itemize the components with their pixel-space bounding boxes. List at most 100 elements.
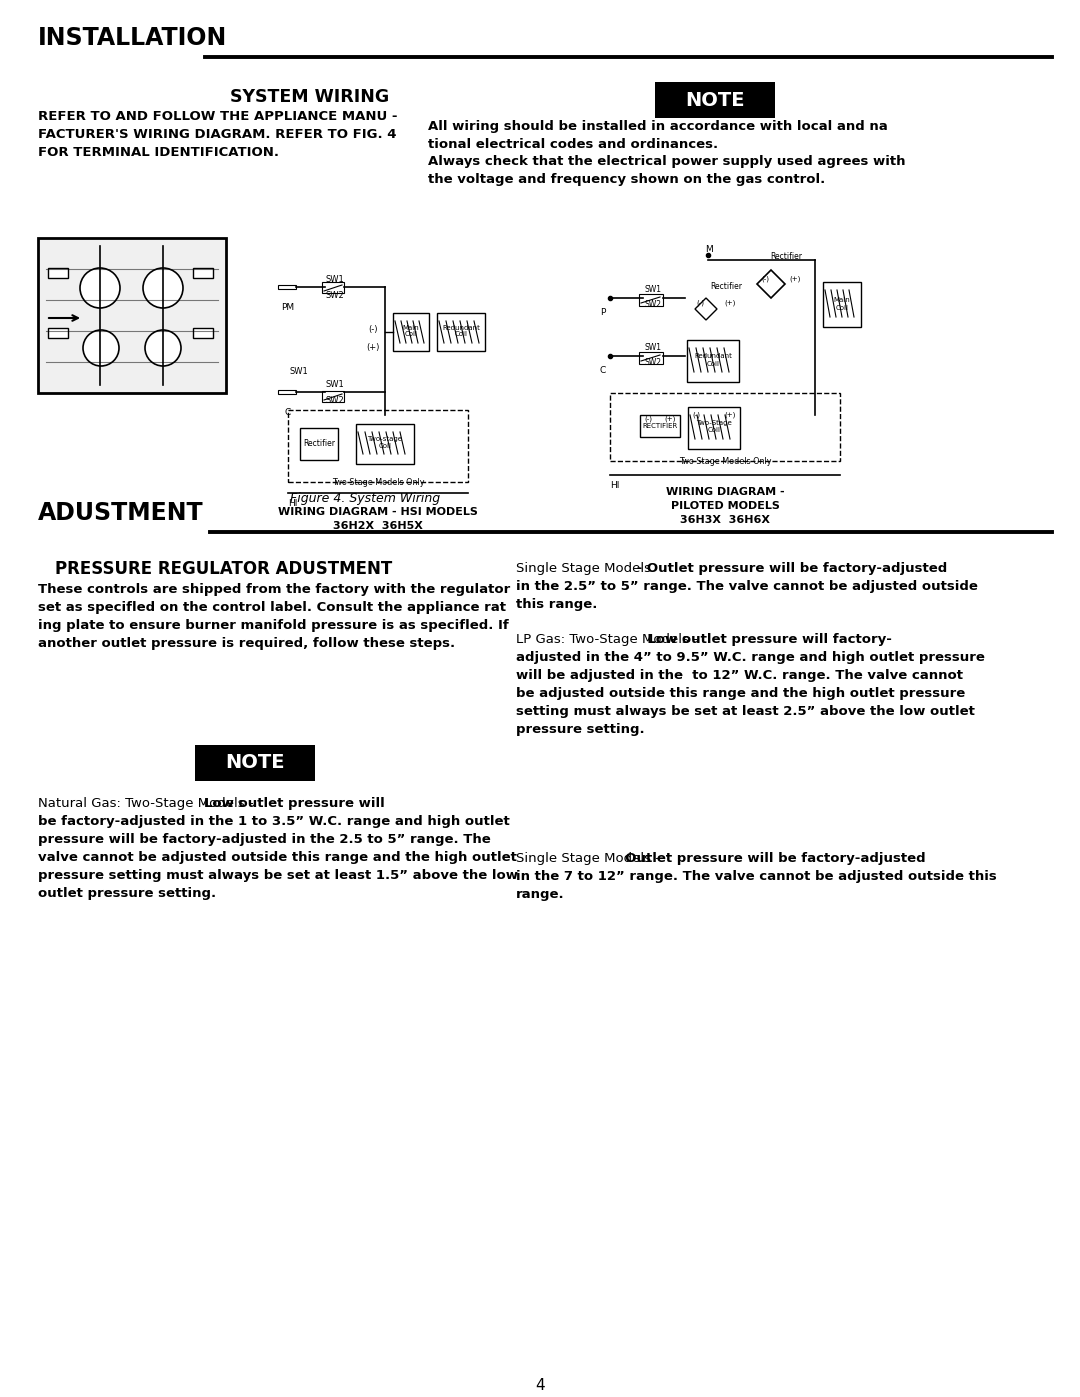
Text: Single Stage Models -: Single Stage Models - <box>516 852 660 865</box>
Text: 4: 4 <box>536 1377 544 1393</box>
Text: HI: HI <box>288 499 297 509</box>
Bar <box>687 339 739 381</box>
Text: NOTE: NOTE <box>226 753 285 773</box>
Text: HI: HI <box>610 481 619 490</box>
Text: Single Stage Models: Single Stage Models <box>516 562 651 576</box>
Text: PM: PM <box>282 303 295 312</box>
Text: range.: range. <box>516 888 565 901</box>
Bar <box>322 282 345 293</box>
Text: this range.: this range. <box>516 598 597 610</box>
Text: 36H3X  36H6X: 36H3X 36H6X <box>680 515 770 525</box>
Text: ing plate to ensure burner manifold pressure is as specifled. If: ing plate to ensure burner manifold pres… <box>38 619 509 631</box>
Text: (+): (+) <box>789 275 800 282</box>
Text: SW2: SW2 <box>645 358 661 367</box>
Text: (-): (-) <box>644 415 652 422</box>
Text: (+): (+) <box>725 300 735 306</box>
Text: be adjusted outside this range and the high outlet pressure: be adjusted outside this range and the h… <box>516 687 966 700</box>
Bar <box>300 427 338 460</box>
Text: Outlet pressure will be factory-adjusted: Outlet pressure will be factory-adjusted <box>616 852 926 865</box>
Text: Low outlet pressure will: Low outlet pressure will <box>190 798 384 810</box>
Bar <box>688 407 740 448</box>
Text: SW2: SW2 <box>326 395 345 405</box>
Text: will be adjusted in the  to 12” W.C. range. The valve cannot: will be adjusted in the to 12” W.C. rang… <box>516 669 963 682</box>
Text: outlet pressure setting.: outlet pressure setting. <box>38 887 216 900</box>
Circle shape <box>83 330 119 366</box>
Bar <box>823 282 861 327</box>
Text: Two Stage Models Only: Two Stage Models Only <box>678 457 771 467</box>
Text: pressure setting must always be set at least 1.5” above the low: pressure setting must always be set at l… <box>38 869 518 882</box>
Text: Natural Gas: Two-Stage Models -: Natural Gas: Two-Stage Models - <box>38 798 254 810</box>
Bar <box>640 415 680 437</box>
Bar <box>195 745 315 781</box>
Text: in the 7 to 12” range. The valve cannot be adjusted outside this: in the 7 to 12” range. The valve cannot … <box>516 870 997 883</box>
Text: FACTURER'S WIRING DIAGRAM. REFER TO FIG. 4: FACTURER'S WIRING DIAGRAM. REFER TO FIG.… <box>38 129 396 141</box>
Text: Two Stage Models Only: Two Stage Models Only <box>332 478 424 488</box>
Bar <box>38 237 226 393</box>
Text: Two-stage
Coil: Two-stage Coil <box>367 436 403 448</box>
Text: Figure 4. System Wiring: Figure 4. System Wiring <box>289 492 440 504</box>
Text: LP Gas: Two-Stage Models -: LP Gas: Two-Stage Models - <box>516 633 698 645</box>
Bar <box>437 313 485 351</box>
Bar <box>322 391 345 402</box>
Bar <box>610 393 840 461</box>
Bar <box>278 390 296 394</box>
Text: M: M <box>705 244 713 254</box>
Text: PRESSURE REGULATOR ADUSTMENT: PRESSURE REGULATOR ADUSTMENT <box>55 560 392 578</box>
Text: setting must always be set at least 2.5” above the low outlet: setting must always be set at least 2.5”… <box>516 705 975 718</box>
Text: in the 2.5” to 5” range. The valve cannot be adjusted outside: in the 2.5” to 5” range. The valve canno… <box>516 580 977 592</box>
Bar <box>278 285 296 289</box>
Bar <box>288 409 468 482</box>
Text: Redundant
Coil: Redundant Coil <box>694 353 732 366</box>
Text: INSTALLATION: INSTALLATION <box>38 27 227 50</box>
Bar <box>193 328 213 338</box>
Text: Redundant
Coil: Redundant Coil <box>442 324 480 338</box>
Text: (-): (-) <box>692 411 700 418</box>
Text: set as specifled on the control label. Consult the appliance rat: set as specifled on the control label. C… <box>38 601 507 615</box>
Bar <box>48 328 68 338</box>
Text: WIRING DIAGRAM -: WIRING DIAGRAM - <box>665 488 784 497</box>
Text: These controls are shipped from the factory with the regulator: These controls are shipped from the fact… <box>38 583 510 597</box>
Text: Main
Coil: Main Coil <box>834 298 850 310</box>
Text: SW1: SW1 <box>645 344 661 352</box>
Text: FOR TERMINAL IDENTIFICATION.: FOR TERMINAL IDENTIFICATION. <box>38 147 279 159</box>
Text: - Outlet pressure will be factory-adjusted: - Outlet pressure will be factory-adjust… <box>632 562 947 576</box>
Bar <box>193 268 213 278</box>
Text: another outlet pressure is required, follow these steps.: another outlet pressure is required, fol… <box>38 637 455 650</box>
Text: REFER TO AND FOLLOW THE APPLIANCE MANU -: REFER TO AND FOLLOW THE APPLIANCE MANU - <box>38 110 397 123</box>
Text: C: C <box>599 366 606 374</box>
Text: PILOTED MODELS: PILOTED MODELS <box>671 502 780 511</box>
Text: (-): (-) <box>761 275 769 282</box>
Polygon shape <box>757 270 785 298</box>
Circle shape <box>143 268 183 307</box>
Text: SW1: SW1 <box>326 275 345 284</box>
Circle shape <box>80 268 120 307</box>
Text: be factory-adjusted in the 1 to 3.5” W.C. range and high outlet: be factory-adjusted in the 1 to 3.5” W.C… <box>38 814 510 828</box>
Text: (+): (+) <box>725 411 735 418</box>
Bar <box>654 82 775 117</box>
Text: (-): (-) <box>696 300 704 306</box>
Text: pressure will be factory-adjusted in the 2.5 to 5” range. The: pressure will be factory-adjusted in the… <box>38 833 490 847</box>
Text: valve cannot be adjusted outside this range and the high outlet: valve cannot be adjusted outside this ra… <box>38 851 517 863</box>
Text: SW1: SW1 <box>326 380 345 388</box>
Text: SW1: SW1 <box>645 285 661 293</box>
Text: (+): (+) <box>664 415 676 422</box>
Text: Always check that the electrical power supply used agrees with
the voltage and f: Always check that the electrical power s… <box>428 155 905 186</box>
Text: C: C <box>285 408 292 416</box>
Text: Rectifier: Rectifier <box>770 251 802 261</box>
Bar <box>639 293 663 306</box>
Text: All wiring should be installed in accordance with local and na
tional electrical: All wiring should be installed in accord… <box>428 120 888 151</box>
Text: Rectifier: Rectifier <box>710 282 742 291</box>
Text: P: P <box>600 307 606 317</box>
Text: Rectifier: Rectifier <box>303 440 335 448</box>
Circle shape <box>145 330 181 366</box>
Text: WIRING DIAGRAM - HSI MODELS: WIRING DIAGRAM - HSI MODELS <box>278 507 478 517</box>
Bar <box>639 352 663 365</box>
Text: Low outlet pressure will factory-: Low outlet pressure will factory- <box>638 633 892 645</box>
Text: NOTE: NOTE <box>685 91 745 109</box>
Text: SW2: SW2 <box>645 300 661 309</box>
Text: SYSTEM WIRING: SYSTEM WIRING <box>230 88 389 106</box>
Text: (+): (+) <box>366 344 380 352</box>
Bar <box>48 268 68 278</box>
Bar <box>356 425 414 464</box>
Text: (-): (-) <box>368 326 378 334</box>
